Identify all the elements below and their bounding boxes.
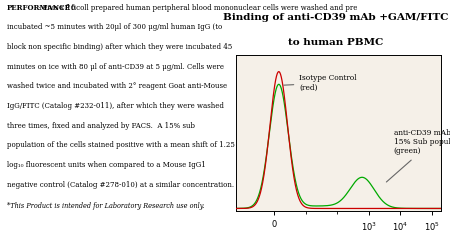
Text: 5: 5 bbox=[66, 4, 70, 9]
Text: PERFORMANCE: PERFORMANCE bbox=[7, 4, 71, 12]
Text: *This Product is intended for Laboratory Research use only.: *This Product is intended for Laboratory… bbox=[7, 202, 204, 210]
Text: anti-CD39 mAb
15% Sub population
(green): anti-CD39 mAb 15% Sub population (green) bbox=[387, 129, 450, 182]
Text: : Five x 10: : Five x 10 bbox=[38, 4, 75, 12]
Text: to human PBMC: to human PBMC bbox=[288, 38, 383, 47]
Text: three times, fixed and analyzed by FACS.  A 15% sub: three times, fixed and analyzed by FACS.… bbox=[7, 122, 195, 130]
Text: Binding of anti-CD39 mAb +GAM/FITC: Binding of anti-CD39 mAb +GAM/FITC bbox=[223, 13, 448, 22]
Text: minutes on ice with 80 μl of anti-CD39 at 5 μg/ml. Cells were: minutes on ice with 80 μl of anti-CD39 a… bbox=[7, 63, 224, 71]
Text: block non specific binding) after which they were incubated 45: block non specific binding) after which … bbox=[7, 43, 232, 51]
Text: negative control (Catalog #278-010) at a similar concentration.: negative control (Catalog #278-010) at a… bbox=[7, 181, 234, 189]
Text: IgG/FITC (Catalog #232-011), after which they were washed: IgG/FITC (Catalog #232-011), after which… bbox=[7, 102, 224, 110]
Text: population of the cells stained positive with a mean shift of 1.25: population of the cells stained positive… bbox=[7, 141, 234, 149]
Text: incubated ~5 minutes with 20μl of 300 μg/ml human IgG (to: incubated ~5 minutes with 20μl of 300 μg… bbox=[7, 23, 222, 31]
Text: ficoll prepared human peripheral blood mononuclear cells were washed and pre: ficoll prepared human peripheral blood m… bbox=[68, 4, 357, 12]
Text: log₁₀ fluorescent units when compared to a Mouse IgG1: log₁₀ fluorescent units when compared to… bbox=[7, 161, 206, 169]
Text: washed twice and incubated with 2° reagent Goat anti-Mouse: washed twice and incubated with 2° reage… bbox=[7, 82, 227, 90]
Text: Isotype Control
(red): Isotype Control (red) bbox=[284, 74, 357, 91]
